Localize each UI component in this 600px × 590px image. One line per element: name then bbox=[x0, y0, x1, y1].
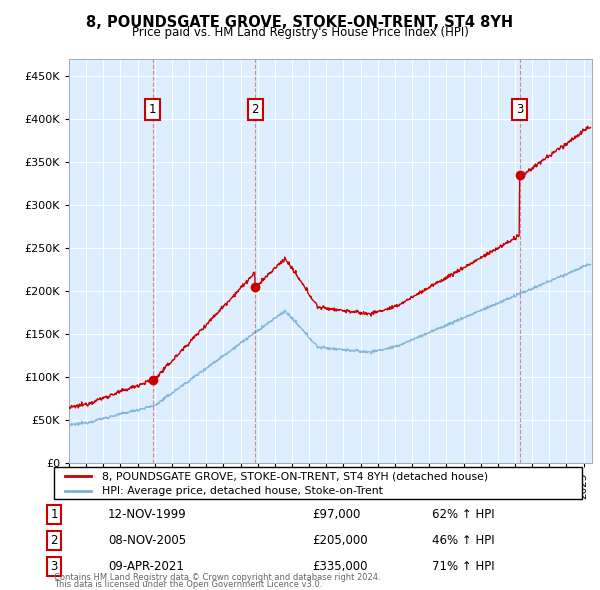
Text: 1: 1 bbox=[149, 103, 156, 116]
Text: £335,000: £335,000 bbox=[312, 560, 367, 573]
Text: This data is licensed under the Open Government Licence v3.0.: This data is licensed under the Open Gov… bbox=[54, 580, 322, 589]
Text: 8, POUNDSGATE GROVE, STOKE-ON-TRENT, ST4 8YH (detached house): 8, POUNDSGATE GROVE, STOKE-ON-TRENT, ST4… bbox=[101, 471, 488, 481]
Text: £97,000: £97,000 bbox=[312, 508, 361, 521]
Text: 62% ↑ HPI: 62% ↑ HPI bbox=[432, 508, 494, 521]
Text: 2: 2 bbox=[251, 103, 259, 116]
Text: 09-APR-2021: 09-APR-2021 bbox=[108, 560, 184, 573]
FancyBboxPatch shape bbox=[54, 467, 582, 499]
Text: Price paid vs. HM Land Registry's House Price Index (HPI): Price paid vs. HM Land Registry's House … bbox=[131, 26, 469, 39]
Text: 8, POUNDSGATE GROVE, STOKE-ON-TRENT, ST4 8YH: 8, POUNDSGATE GROVE, STOKE-ON-TRENT, ST4… bbox=[86, 15, 514, 30]
Text: 46% ↑ HPI: 46% ↑ HPI bbox=[432, 534, 494, 547]
Text: HPI: Average price, detached house, Stoke-on-Trent: HPI: Average price, detached house, Stok… bbox=[101, 486, 382, 496]
Text: 3: 3 bbox=[50, 560, 58, 573]
Text: 1: 1 bbox=[50, 508, 58, 521]
Text: 2: 2 bbox=[50, 534, 58, 547]
Text: 3: 3 bbox=[516, 103, 523, 116]
Text: £205,000: £205,000 bbox=[312, 534, 368, 547]
Text: 12-NOV-1999: 12-NOV-1999 bbox=[108, 508, 187, 521]
Text: Contains HM Land Registry data © Crown copyright and database right 2024.: Contains HM Land Registry data © Crown c… bbox=[54, 573, 380, 582]
Text: 08-NOV-2005: 08-NOV-2005 bbox=[108, 534, 186, 547]
Text: 71% ↑ HPI: 71% ↑ HPI bbox=[432, 560, 494, 573]
